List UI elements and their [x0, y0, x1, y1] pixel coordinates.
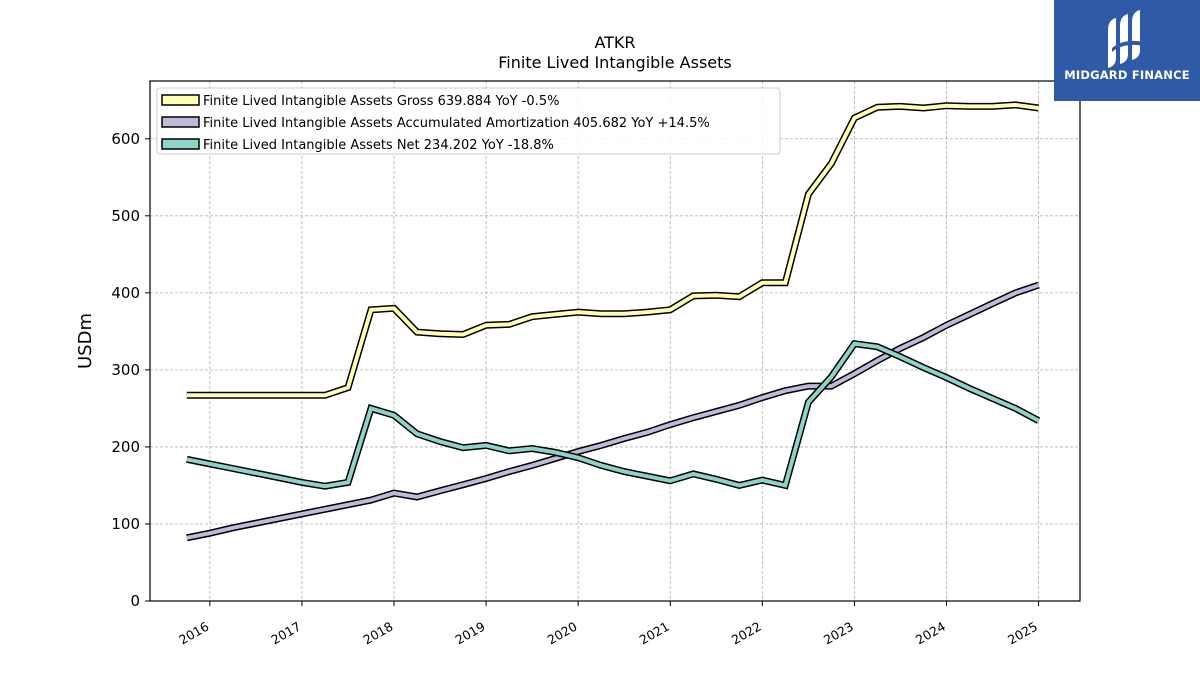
- x-tick-label: 2016: [176, 619, 211, 648]
- y-tick-label: 400: [111, 284, 140, 302]
- y-axis-label: USDm: [75, 313, 96, 369]
- x-tick-label: 2025: [1005, 619, 1040, 648]
- series-line-2: [186, 283, 1040, 540]
- series-line-outline-3: [186, 339, 1041, 490]
- y-tick-label: 200: [111, 438, 140, 456]
- x-tick-label: 2024: [913, 619, 948, 648]
- legend-swatch-2: [161, 116, 200, 128]
- axis-ticks: 0 100 200 300 400 500 600 2016 2017 2018 2019 2020 2…: [111, 130, 1040, 648]
- y-tick-label: 300: [111, 361, 140, 379]
- y-tick-label: 600: [111, 130, 140, 148]
- x-tick-label: 2022: [729, 619, 764, 648]
- x-tick-label: 2020: [545, 619, 580, 648]
- brand-logo: MIDGARD FINANCE: [1054, 0, 1200, 101]
- y-tick-label: 500: [111, 207, 140, 225]
- legend-swatch-1: [161, 94, 200, 106]
- grid: [150, 81, 1080, 602]
- x-tick-label: 2019: [453, 619, 488, 648]
- brand-mark-icon: [1108, 10, 1144, 68]
- series-line-3: [186, 341, 1040, 489]
- x-tick-label: 2021: [637, 619, 672, 648]
- legend-swatch-3: [161, 138, 200, 150]
- legend-box: [156, 87, 781, 155]
- legend-label-1: Finite Lived Intangible Assets Gross 639…: [203, 94, 559, 109]
- legend-label-3: Finite Lived Intangible Assets Net 234.2…: [203, 138, 554, 153]
- series-line-outline-2: [186, 281, 1040, 542]
- chart-subtitle: Finite Lived Intangible Assets: [498, 53, 731, 72]
- brand-name: MIDGARD FINANCE: [1064, 68, 1190, 82]
- y-tick-label: 100: [111, 515, 140, 533]
- series-lines: [186, 101, 1041, 542]
- series-line-1: [186, 102, 1039, 398]
- x-tick-label: 2017: [268, 619, 303, 648]
- chart-title: ATKR: [594, 33, 635, 52]
- plot-frame: [149, 80, 1081, 602]
- legend: Finite Lived Intangible Assets Gross 639…: [156, 87, 781, 155]
- x-tick-label: 2023: [821, 619, 856, 648]
- x-tick-label: 2018: [360, 619, 395, 648]
- y-tick-label: 0: [130, 592, 140, 610]
- legend-label-2: Finite Lived Intangible Assets Accumulat…: [203, 116, 710, 131]
